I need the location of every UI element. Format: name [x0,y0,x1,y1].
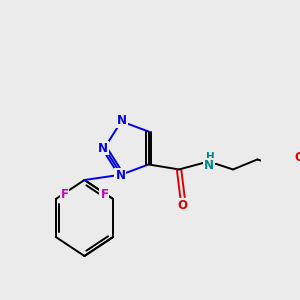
Text: H: H [206,152,215,163]
Text: N: N [98,142,108,154]
Text: N: N [204,159,214,172]
Text: N: N [116,169,125,182]
Text: N: N [117,114,127,127]
Text: O: O [294,151,300,164]
Text: O: O [178,199,188,212]
Text: F: F [61,188,68,202]
Text: F: F [100,188,108,202]
